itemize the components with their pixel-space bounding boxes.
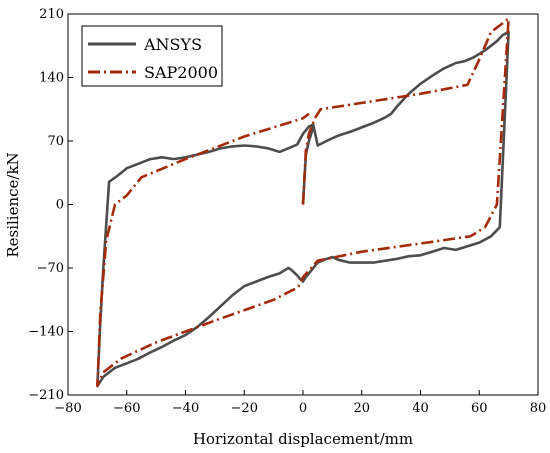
x-tick-label: 20 [353,401,370,416]
tick-marks [67,13,539,396]
y-tick-label: 0 [56,198,64,213]
y-tick-label: 210 [39,7,64,22]
series-line-sap2000 [96,17,510,388]
y-tick-label: −210 [28,388,64,403]
y-axis-title: Resilience/kN [4,152,22,257]
x-tick-label: −60 [113,401,140,416]
legend-box [81,25,223,87]
x-tick-label: 40 [412,401,429,416]
series-layer [96,17,510,388]
y-tick-label: −140 [28,325,64,340]
x-tick-label: 80 [530,401,547,416]
x-tick-label: 60 [471,401,488,416]
legend: ANSYS SAP2000 [81,25,223,87]
y-tick-label: −70 [37,261,64,276]
x-tick-label: −20 [231,401,258,416]
y-tick-label: 70 [47,134,64,149]
x-tick-label: 0 [299,401,307,416]
series-line-ansys [96,30,510,388]
legend-label-ansys: ANSYS [143,35,202,54]
tick-labels: −80 −60 −40 −20 0 20 40 60 80 −210 −140 −70 0 70 140 21… [28,7,546,416]
y-tick-label: 140 [39,71,64,86]
x-tick-label: −80 [54,401,81,416]
x-tick-label: −40 [172,401,199,416]
x-axis-title: Horizontal displacement/mm [193,430,413,448]
legend-label-sap2000: SAP2000 [144,63,218,82]
